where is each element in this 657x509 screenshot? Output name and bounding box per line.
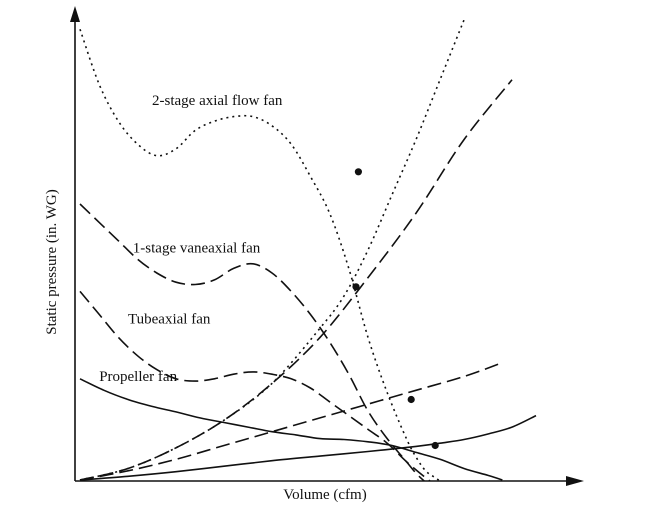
x-axis <box>75 476 584 486</box>
tubeaxial-fan-curve <box>79 290 432 481</box>
y-axis-arrow-icon <box>70 6 80 22</box>
system-curve-4 <box>79 414 537 481</box>
operating-point-4 <box>431 441 439 450</box>
operating-points-layer <box>352 168 439 450</box>
2-stage-axial-flow-fan-label: 2-stage axial flow fan <box>152 93 283 109</box>
propeller-fan-curve <box>79 378 503 481</box>
y-axis-label: Static pressure (in. WG) <box>44 189 60 335</box>
2-stage-axial-flow-fan-curve <box>79 28 442 481</box>
system-curve-3 <box>79 361 503 481</box>
operating-point-2 <box>352 283 360 291</box>
y-axis <box>70 6 80 481</box>
operating-point-3 <box>407 395 415 404</box>
operating-point-1 <box>354 168 362 176</box>
propeller-fan-label: Propeller fan <box>99 369 177 385</box>
x-axis-label: Volume (cfm) <box>283 487 366 503</box>
tubeaxial-fan-label: Tubeaxial fan <box>128 312 211 328</box>
series-labels-layer: 2-stage axial flow fan 1-stage vaneaxial … <box>99 93 283 385</box>
1-stage-vaneaxial-fan-label: 1-stage vaneaxial fan <box>133 240 261 256</box>
curves-layer <box>79 20 537 481</box>
x-axis-arrow-icon <box>566 476 584 486</box>
system-curve-2 <box>79 79 513 481</box>
1-stage-vaneaxial-fan-curve <box>79 203 426 481</box>
